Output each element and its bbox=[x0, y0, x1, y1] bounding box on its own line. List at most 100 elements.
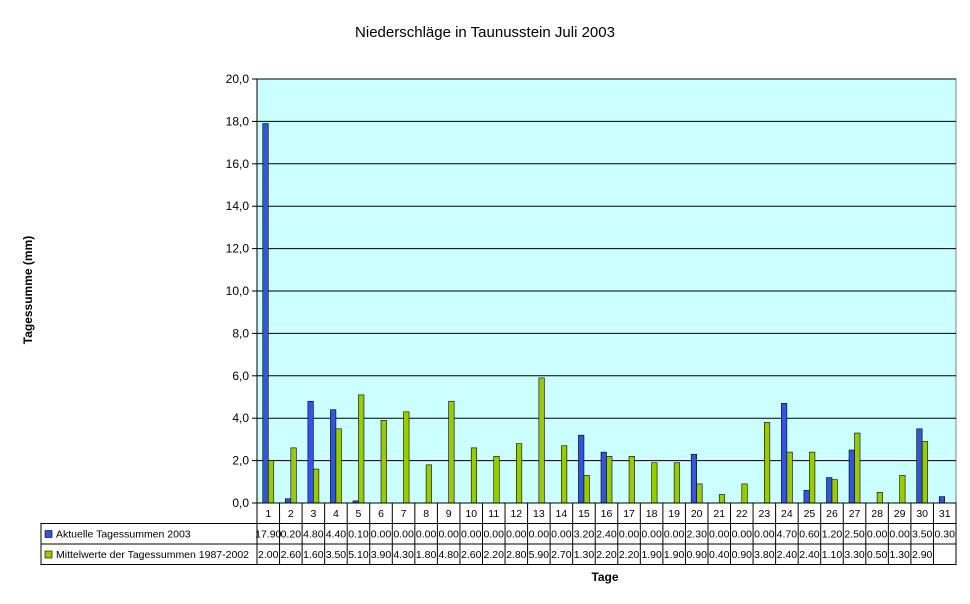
data-label: 0.00 bbox=[416, 529, 437, 541]
y-tick-label: 4,0 bbox=[232, 411, 249, 425]
data-label: 3.30 bbox=[844, 549, 865, 561]
data-label: 0.00 bbox=[371, 529, 392, 541]
x-tick-label: 17 bbox=[623, 508, 635, 520]
bars bbox=[262, 123, 946, 504]
x-tick-label: 4 bbox=[333, 508, 339, 520]
bar-mittelwert bbox=[809, 451, 816, 504]
data-label: 0.00 bbox=[754, 529, 775, 541]
data-label: 2.50 bbox=[844, 529, 865, 541]
data-label: 0.00 bbox=[867, 529, 888, 541]
gridlines bbox=[257, 78, 956, 462]
bar-mittelwert bbox=[538, 377, 545, 504]
bar-mittelwert bbox=[673, 462, 680, 504]
x-tick-label: 5 bbox=[356, 508, 362, 520]
data-label: 2.40 bbox=[777, 549, 798, 561]
data-label: 2.20 bbox=[596, 549, 617, 561]
x-tick-label: 23 bbox=[758, 508, 770, 520]
bar-aktuell bbox=[916, 428, 923, 504]
data-label: 0.00 bbox=[438, 529, 459, 541]
bar-mittelwert bbox=[403, 411, 410, 504]
bar-mittelwert bbox=[358, 394, 365, 504]
x-axis-label: Tage bbox=[591, 570, 618, 584]
data-label: 3.90 bbox=[371, 549, 392, 561]
bar-mittelwert bbox=[786, 451, 793, 504]
data-label: 2.60 bbox=[461, 549, 482, 561]
y-tick-label: 20,0 bbox=[226, 72, 250, 86]
bar-mittelwert bbox=[267, 460, 275, 504]
data-label: 0.00 bbox=[484, 529, 505, 541]
bar-aktuell bbox=[307, 400, 314, 504]
x-tick-label: 30 bbox=[916, 508, 928, 520]
data-label: 0.00 bbox=[506, 529, 527, 541]
data-label: 2.40 bbox=[799, 549, 820, 561]
x-tick-label: 11 bbox=[488, 508, 499, 520]
bar-mittelwert bbox=[899, 475, 906, 504]
x-tick-label: 25 bbox=[804, 508, 816, 520]
bar-aktuell bbox=[285, 498, 292, 504]
data-label: 0.60 bbox=[799, 529, 820, 541]
legend-label: Mittelwerte der Tagessummen 1987-2002 bbox=[56, 549, 249, 561]
data-label: 0.50 bbox=[867, 549, 888, 561]
x-tick-label: 12 bbox=[510, 508, 522, 520]
data-label: 5.10 bbox=[348, 549, 369, 561]
data-label: 17.90 bbox=[255, 529, 281, 541]
data-label: 5.90 bbox=[529, 549, 550, 561]
bar-mittelwert bbox=[831, 479, 838, 504]
data-label: 2.40 bbox=[596, 529, 617, 541]
x-tick-label: 10 bbox=[465, 508, 477, 520]
y-tick-label: 16,0 bbox=[226, 157, 250, 171]
x-tick-label: 18 bbox=[646, 508, 658, 520]
y-tick-label: 18,0 bbox=[226, 114, 250, 128]
data-label: 0.00 bbox=[664, 529, 685, 541]
y-tick-label: 6,0 bbox=[232, 369, 249, 383]
data-label: 2.20 bbox=[484, 549, 505, 561]
x-tick-label: 3 bbox=[310, 508, 316, 520]
legend-swatch bbox=[44, 530, 53, 538]
bar-mittelwert bbox=[313, 468, 320, 504]
bar-mittelwert bbox=[628, 456, 635, 504]
bar-mittelwert bbox=[290, 447, 297, 504]
bar-mittelwert bbox=[493, 456, 500, 504]
data-label: 1.90 bbox=[641, 549, 662, 561]
bar-mittelwert bbox=[921, 441, 928, 504]
y-tick-label: 8,0 bbox=[232, 326, 249, 340]
y-axis: 0,0 2,0 4,0 6,0 8,0 10,0 12,0 14,0 16,0 18,0 20,0 bbox=[226, 72, 258, 510]
bar-mittelwert bbox=[448, 400, 455, 504]
bar-mittelwert bbox=[561, 445, 568, 504]
x-tick-label: 7 bbox=[401, 508, 407, 520]
x-tick-label: 6 bbox=[378, 508, 384, 520]
x-tick-label: 8 bbox=[423, 508, 429, 520]
bar-mittelwert bbox=[696, 483, 703, 504]
bar-mittelwert bbox=[718, 494, 726, 504]
data-table: 1 2 3 4 5 6 7 8 9 10 11 12 13 14 15 16 17 18 19 20 21 22 23 24 2… bbox=[40, 502, 957, 565]
legend-swatch bbox=[44, 550, 53, 559]
x-tick-label: 21 bbox=[713, 508, 725, 520]
bar-aktuell bbox=[803, 489, 810, 504]
data-label: 0.40 bbox=[709, 549, 730, 561]
bar-mittelwert bbox=[516, 443, 523, 504]
data-label: 2.20 bbox=[619, 549, 640, 561]
bar-aktuell bbox=[262, 123, 269, 504]
x-tick-label: 9 bbox=[446, 508, 452, 520]
data-label: 4.30 bbox=[393, 549, 414, 561]
data-label: 1.30 bbox=[889, 549, 910, 561]
data-label: 1.30 bbox=[574, 549, 595, 561]
data-label: 0.00 bbox=[393, 529, 414, 541]
data-label: 1.80 bbox=[416, 549, 437, 561]
x-tick-label: 14 bbox=[556, 508, 568, 520]
data-label: 3.50 bbox=[326, 549, 347, 561]
bar-aktuell bbox=[690, 453, 697, 504]
data-label: 2.90 bbox=[912, 549, 933, 561]
x-tick-label: 29 bbox=[894, 508, 906, 520]
data-label: 0.00 bbox=[551, 529, 572, 541]
data-label: 2.80 bbox=[506, 549, 527, 561]
bar-aktuell bbox=[578, 434, 585, 504]
data-label: 0.30 bbox=[935, 529, 956, 541]
bar-mittelwert bbox=[425, 464, 432, 504]
bar-mittelwert bbox=[876, 492, 883, 504]
data-label: 1.60 bbox=[303, 549, 324, 561]
data-label: 2.30 bbox=[686, 529, 707, 541]
data-label: 0.00 bbox=[619, 529, 640, 541]
bar-aktuell bbox=[330, 409, 337, 504]
